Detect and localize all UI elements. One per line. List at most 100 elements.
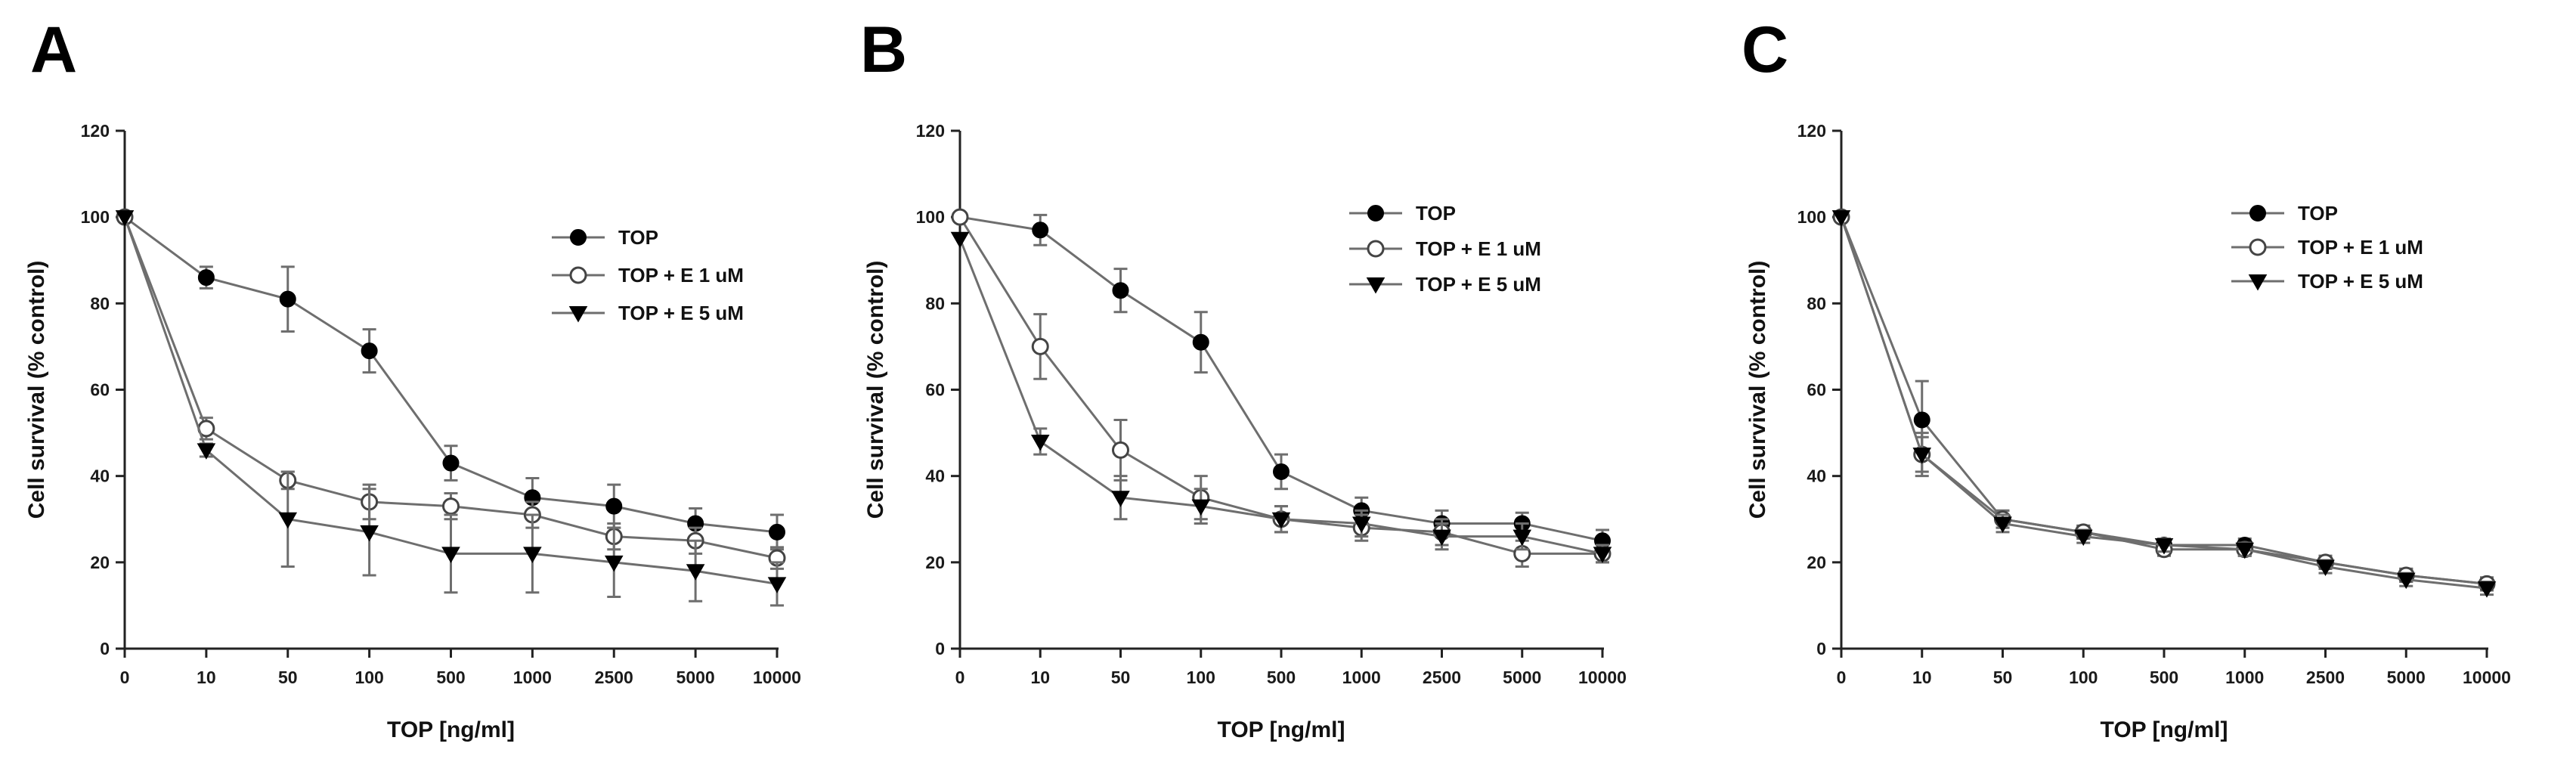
legend: TOP TOP + E 1 uM TOP + E 5 uM: [2231, 202, 2423, 293]
y-tick-label: 100: [1797, 207, 1826, 227]
data-point: [2154, 538, 2174, 555]
data-point: [2396, 572, 2416, 590]
y-tick-label: 80: [1807, 293, 1826, 313]
x-tick-label: 1000: [513, 668, 552, 687]
data-point: [1993, 516, 2012, 533]
legend-marker: [568, 306, 588, 323]
y-tick-label: 60: [1807, 380, 1826, 400]
data-point: [360, 525, 379, 542]
legend-label: TOP + E 1 uM: [2298, 236, 2423, 259]
x-tick-label: 0: [120, 668, 130, 687]
data-point: [1112, 282, 1129, 299]
data-point: [1030, 435, 1050, 451]
x-tick-label: 50: [1993, 668, 2013, 687]
x-tick-label: 1000: [2225, 668, 2264, 687]
y-axis-title: Cell survival (% control): [24, 261, 49, 519]
x-tick-label: 10000: [753, 668, 801, 687]
legend-marker: [1367, 205, 1384, 222]
data-point: [1191, 499, 1211, 516]
series-line: [958, 216, 1602, 555]
series-1: [952, 209, 1611, 553]
x-tick-label: 10000: [2463, 668, 2511, 687]
series-3: [115, 210, 787, 607]
legend-label: TOP: [1416, 202, 1456, 225]
series-1: [1833, 209, 2495, 593]
data-point: [1831, 210, 1851, 227]
y-axis-title: Cell survival (% control): [1745, 261, 1770, 519]
legend-marker: [569, 266, 587, 284]
chart-panel-c: C 0 20 40 60 80 100 120 0 10 50 100 500 1000 2500 5000 1…: [1742, 14, 2511, 742]
x-tick-label: 0: [1837, 668, 1847, 687]
legend-marker: [2248, 274, 2268, 291]
x-tick-label: 500: [1267, 668, 1296, 687]
y-axis-title: Cell survival (% control): [863, 261, 888, 519]
data-point: [951, 208, 969, 226]
y-tick-label: 120: [81, 121, 110, 141]
y-tick-label: 80: [90, 293, 110, 313]
data-point: [1032, 222, 1049, 239]
data-point: [278, 512, 298, 529]
x-tick-label: 2500: [1423, 668, 1461, 687]
legend-marker: [570, 229, 587, 246]
y-tick-label: 120: [1797, 121, 1826, 141]
y-tick-label: 0: [1816, 639, 1826, 658]
x-tick-label: 5000: [2387, 668, 2426, 687]
data-point: [1031, 337, 1049, 355]
panel-letter: B: [860, 14, 907, 86]
chart-panel-b: B 0 20 40 60 80 100 120 0 10 50 100 500 1000 2500 5000 1…: [860, 14, 1627, 742]
x-axis-title: TOP [ng/ml]: [387, 717, 515, 742]
series-2: [1832, 208, 2496, 593]
panel-letter: C: [1742, 14, 1788, 86]
data-point: [279, 290, 296, 308]
legend-label: TOP + E 5 uM: [2298, 270, 2423, 293]
data-point: [442, 497, 460, 516]
x-tick-label: 100: [2069, 668, 2098, 687]
x-axis-title: TOP [ng/ml]: [1218, 717, 1345, 742]
data-point: [197, 269, 215, 287]
x-tick-label: 10: [1912, 668, 1932, 687]
y-tick-label: 80: [925, 293, 945, 313]
data-point: [361, 342, 378, 360]
x-tick-label: 50: [1111, 668, 1131, 687]
data-point: [1913, 411, 1930, 429]
data-point: [2073, 529, 2093, 547]
data-point: [197, 443, 216, 460]
data-point: [686, 564, 705, 581]
y-tick-label: 120: [916, 121, 945, 141]
x-tick-label: 5000: [1503, 668, 1541, 687]
x-tick-label: 2500: [595, 668, 633, 687]
data-point: [2316, 559, 2335, 577]
y-tick-label: 20: [925, 553, 945, 572]
legend-label: TOP + E 1 uM: [618, 264, 744, 287]
x-tick-label: 1000: [1342, 668, 1381, 687]
x-tick-label: 2500: [2306, 668, 2345, 687]
data-point: [1432, 529, 1451, 547]
data-point: [605, 497, 623, 515]
legend-label: TOP: [2298, 202, 2338, 225]
data-point: [2235, 542, 2255, 559]
data-point: [1351, 516, 1371, 533]
legend-marker: [1367, 240, 1385, 258]
legend-marker: [2249, 238, 2267, 256]
x-axis-title: TOP [ng/ml]: [2101, 717, 2228, 742]
data-point: [769, 523, 785, 541]
y-tick-label: 40: [90, 466, 110, 486]
x-tick-label: 100: [355, 668, 383, 687]
data-point: [2477, 581, 2497, 598]
x-tick-label: 500: [436, 668, 465, 687]
y-tick-label: 100: [916, 207, 945, 227]
data-point: [1271, 512, 1291, 529]
y-tick-label: 40: [1807, 466, 1826, 486]
data-point: [1111, 491, 1130, 507]
data-point: [1192, 333, 1209, 351]
legend: TOP TOP + E 1 uM TOP + E 5 uM: [552, 226, 744, 324]
y-tick-label: 0: [935, 639, 945, 658]
y-tick-label: 60: [925, 380, 945, 400]
data-point: [604, 555, 624, 572]
data-point: [950, 231, 970, 249]
legend-label: TOP + E 5 uM: [618, 302, 744, 324]
data-point: [1273, 463, 1290, 480]
legend-label: TOP + E 5 uM: [1416, 273, 1541, 296]
chart-panel-a: A 0 20 40 60 80 100 120 0 10 50 100 500 1000 2500 5000 1…: [24, 14, 801, 742]
